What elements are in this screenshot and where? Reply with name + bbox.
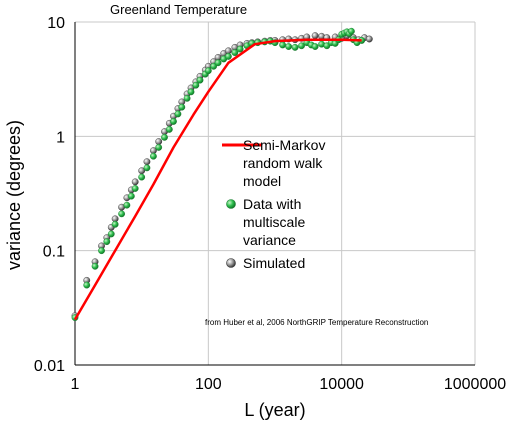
series-model [73, 38, 362, 321]
data-point [98, 247, 105, 255]
data-point [155, 144, 163, 151]
axes [74, 22, 475, 366]
data-point [225, 53, 232, 60]
data-point [170, 118, 177, 125]
data-point [138, 173, 146, 181]
legend-label-data-3: variance [243, 232, 296, 248]
simulated-point [365, 35, 373, 43]
data-point [107, 230, 115, 238]
data-point [150, 152, 157, 160]
data-point [311, 43, 319, 50]
data-point [204, 67, 212, 75]
data-point [183, 94, 191, 102]
legend-swatch-data [226, 199, 236, 209]
data-point [196, 76, 204, 84]
simulated-point [155, 138, 163, 145]
legend: Semi-Markov random walk model Data with … [222, 137, 325, 271]
data-point [291, 43, 299, 51]
data-point [103, 238, 111, 246]
data-point [123, 201, 131, 209]
legend-label-data-2: multiscale [243, 214, 305, 230]
y-tick-label: 0.01 [34, 358, 65, 375]
x-tick-label: 100 [195, 376, 222, 393]
legend-swatch-simulated [226, 258, 236, 268]
grid-lines [75, 21, 476, 365]
y-tick-label: 10 [47, 15, 65, 32]
simulated-point [143, 158, 151, 166]
x-axis-title: L (year) [244, 400, 305, 420]
data-point [285, 43, 293, 50]
data-point [192, 81, 200, 89]
data-point [214, 59, 222, 67]
source-annotation: from Huber et al, 2006 NorthGRIP Tempera… [205, 318, 428, 327]
data-point [91, 262, 99, 270]
data-point [231, 49, 239, 56]
series-data [71, 27, 366, 321]
data-point [118, 210, 125, 218]
model-line [73, 38, 362, 321]
tick-labels: 1 100 10000 1000000 0.01 0.1 1 10 [34, 15, 506, 393]
series-simulated [71, 32, 373, 320]
data-point [165, 125, 173, 133]
chart-title: Greenland Temperature [110, 2, 247, 17]
legend-label-model-3: model [243, 173, 281, 189]
data-point [131, 185, 139, 192]
data-point [111, 220, 119, 228]
data-point [210, 62, 218, 70]
data-point [187, 88, 195, 96]
y-tick-label: 0.1 [43, 244, 65, 261]
simulated-point [131, 178, 139, 186]
data-point [174, 110, 182, 118]
data-point [279, 41, 286, 49]
data-point [143, 164, 151, 172]
x-tick-label: 1000000 [444, 376, 506, 393]
legend-label-data-1: Data with [243, 196, 301, 212]
data-point [178, 103, 186, 111]
x-tick-label: 1 [71, 376, 80, 393]
data-point [161, 133, 168, 141]
x-tick-label: 10000 [319, 376, 364, 393]
simulated-point [311, 32, 319, 40]
data-point [298, 42, 305, 50]
data-point [236, 45, 244, 53]
legend-label-model-2: random walk [243, 155, 323, 171]
data-point [127, 192, 135, 200]
legend-label-simulated: Simulated [243, 255, 305, 271]
y-axis-title: variance (degrees) [4, 120, 24, 270]
y-tick-label: 1 [56, 129, 65, 146]
data-point [83, 281, 91, 289]
data-point [348, 27, 355, 35]
legend-label-model-1: Semi-Markov [243, 137, 325, 153]
